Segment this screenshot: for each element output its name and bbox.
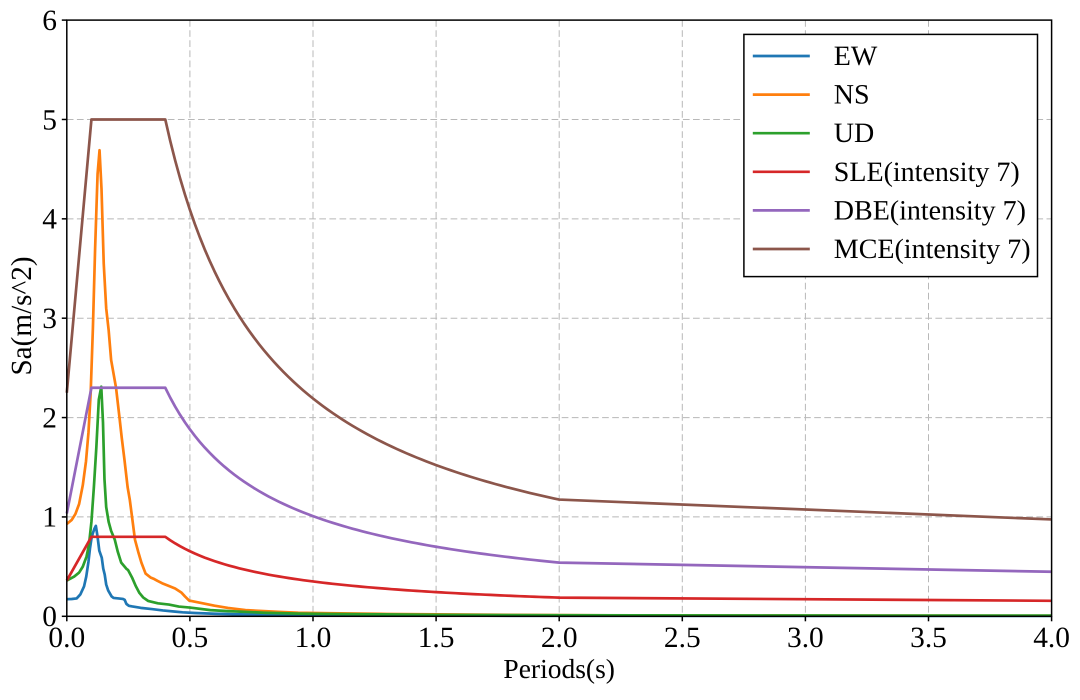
svg-text:4: 4	[42, 204, 57, 236]
svg-text:Periods(s): Periods(s)	[503, 653, 615, 684]
svg-text:2.5: 2.5	[664, 622, 701, 654]
svg-text:2.0: 2.0	[541, 622, 578, 654]
svg-text:1.0: 1.0	[295, 622, 332, 654]
svg-text:0.5: 0.5	[172, 622, 209, 654]
svg-text:5: 5	[42, 104, 57, 136]
svg-text:6: 6	[42, 5, 57, 37]
svg-text:3.5: 3.5	[910, 622, 947, 654]
svg-text:0: 0	[42, 601, 57, 633]
svg-text:NS: NS	[834, 80, 870, 111]
svg-text:3.0: 3.0	[787, 622, 824, 654]
svg-text:3: 3	[42, 303, 57, 335]
svg-text:2: 2	[42, 402, 57, 434]
svg-text:0.0: 0.0	[48, 622, 85, 654]
svg-text:Sa(m/s^2): Sa(m/s^2)	[6, 256, 38, 375]
svg-text:1: 1	[42, 502, 57, 534]
svg-text:4.0: 4.0	[1033, 622, 1070, 654]
svg-text:DBE(intensity 7): DBE(intensity 7)	[834, 195, 1026, 226]
svg-text:UD: UD	[834, 118, 874, 149]
svg-text:SLE(intensity 7): SLE(intensity 7)	[834, 157, 1020, 188]
svg-text:EW: EW	[834, 41, 878, 72]
svg-text:1.5: 1.5	[418, 622, 455, 654]
svg-text:MCE(intensity 7): MCE(intensity 7)	[834, 234, 1031, 265]
